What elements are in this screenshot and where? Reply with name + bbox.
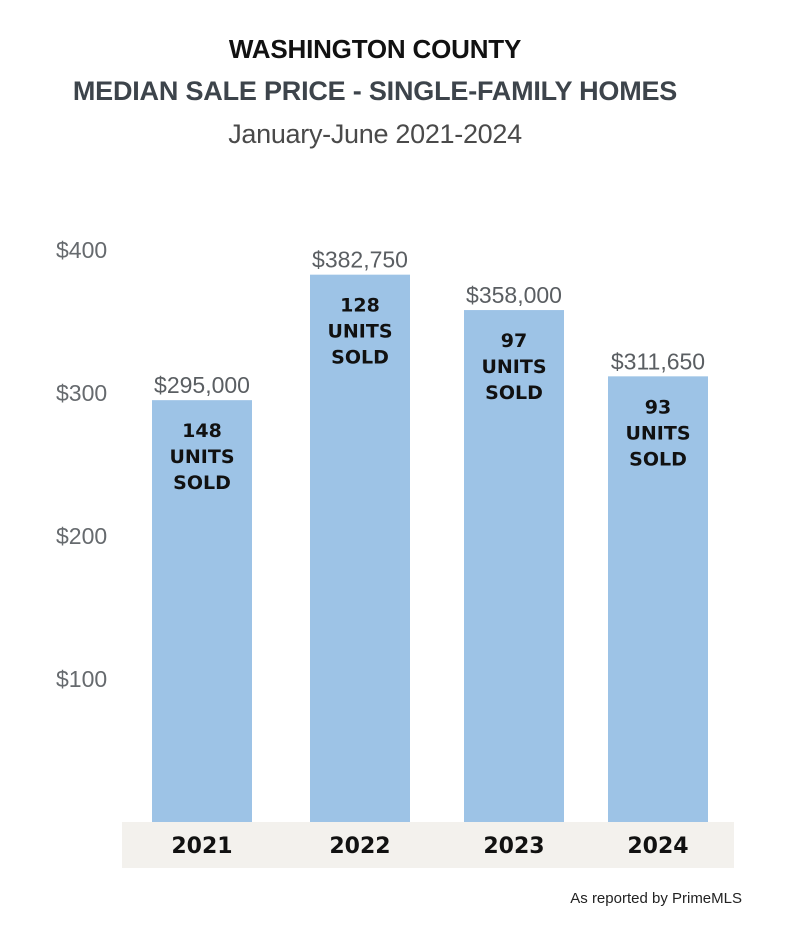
- units-sold-label: SOLD: [485, 382, 543, 404]
- bar: [152, 400, 252, 822]
- units-sold-count: 128: [340, 295, 380, 317]
- chart-subtitle: MEDIAN SALE PRICE - SINGLE-FAMILY HOMES: [72, 76, 678, 106]
- x-tick-label: 2022: [329, 834, 390, 859]
- bar: [310, 274, 410, 823]
- units-sold-count: 93: [645, 396, 671, 418]
- units-sold-label: UNITS: [481, 356, 546, 378]
- y-tick-label: $100: [56, 666, 107, 692]
- y-tick-label: $300: [56, 380, 107, 406]
- units-sold-label: UNITS: [169, 446, 234, 468]
- source-note: As reported by PrimeMLS: [570, 890, 742, 907]
- units-sold-count: 148: [182, 420, 222, 442]
- value-label: $311,650: [611, 348, 705, 374]
- x-axis-band: [122, 822, 734, 868]
- x-tick-label: 2023: [483, 834, 544, 859]
- value-label: $358,000: [466, 282, 562, 308]
- units-sold-label: UNITS: [625, 422, 690, 444]
- units-sold-label: SOLD: [331, 347, 389, 369]
- y-tick-label: $400: [56, 237, 107, 263]
- x-tick-label: 2024: [627, 834, 688, 859]
- units-sold-label: SOLD: [173, 472, 231, 494]
- chart-period: January-June 2021-2024: [228, 119, 522, 149]
- bar: [464, 310, 564, 822]
- value-label: $295,000: [154, 372, 250, 398]
- value-label: $382,750: [312, 247, 408, 273]
- x-tick-label: 2021: [171, 834, 232, 859]
- bar: [608, 376, 708, 822]
- units-sold-label: UNITS: [327, 321, 392, 343]
- units-sold-count: 97: [501, 330, 527, 352]
- units-sold-label: SOLD: [629, 448, 687, 470]
- chart-title: WASHINGTON COUNTY: [228, 34, 522, 64]
- y-tick-label: $200: [56, 523, 107, 549]
